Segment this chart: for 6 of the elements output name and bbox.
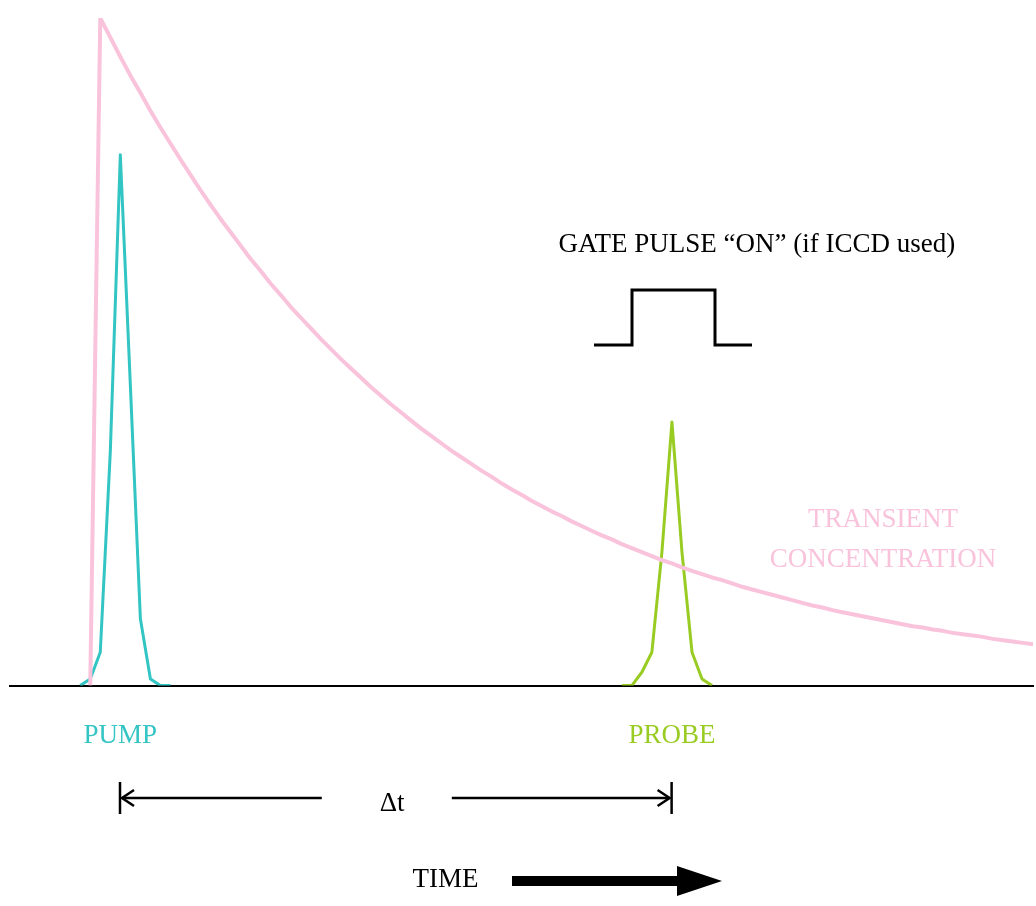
text: TIME bbox=[412, 862, 479, 893]
series-label: PUMP bbox=[83, 718, 158, 749]
series-label: PROBE bbox=[628, 718, 716, 749]
annotation: GATE PULSE “ON” (if ICCD used) bbox=[558, 227, 956, 258]
text: Δt bbox=[379, 786, 406, 817]
series-label: TRANSIENT CONCENTRATION bbox=[769, 502, 997, 573]
